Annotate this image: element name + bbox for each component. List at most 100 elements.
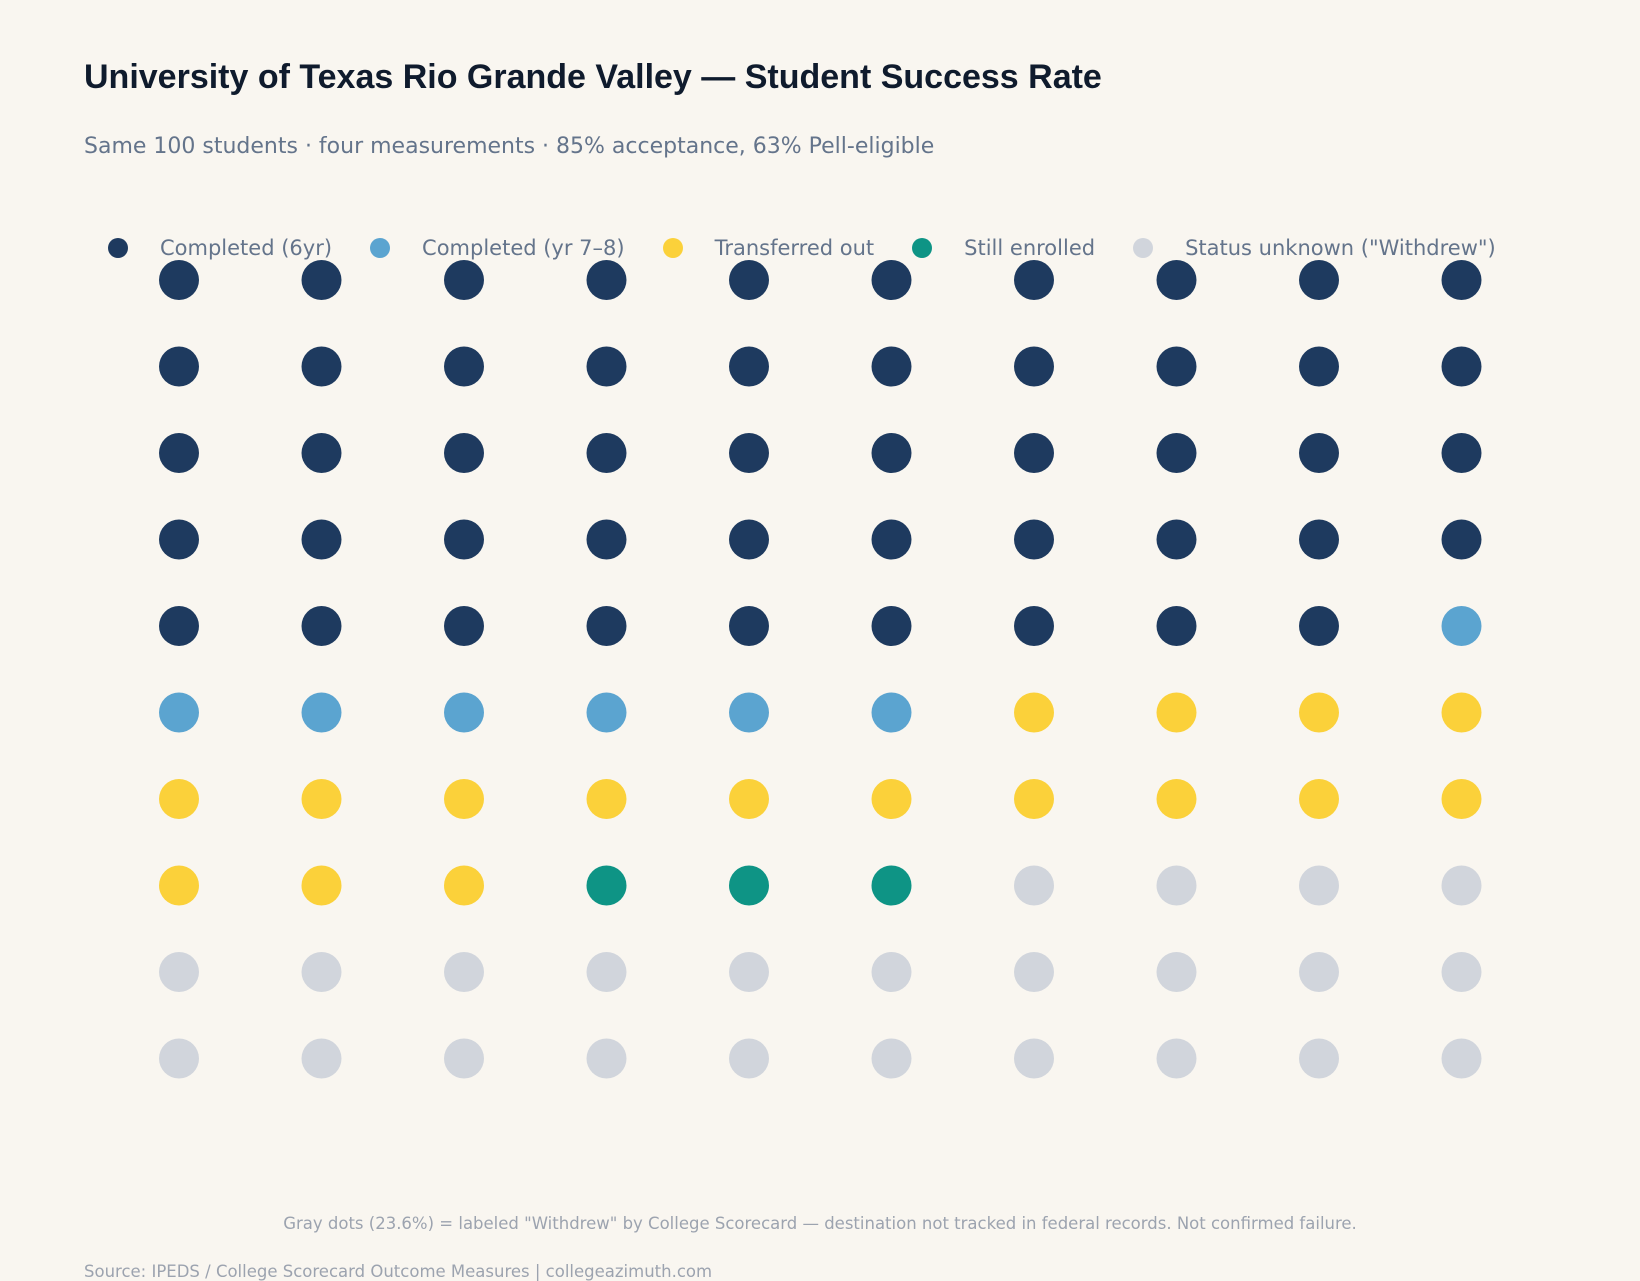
waffle-dot [729,260,769,300]
waffle-dot [1156,433,1197,473]
waffle-dot [1441,346,1482,387]
waffle-dot [586,779,627,819]
waffle-dot [1014,1038,1054,1079]
waffle-dot [159,779,199,819]
waffle-dot [1156,865,1197,906]
waffle-dot [1441,865,1482,906]
chart-subtitle: Same 100 students · four measurements · … [84,134,935,159]
waffle-dot [444,692,484,733]
waffle-dot [159,692,199,733]
waffle-dot [1014,346,1054,387]
waffle-dot [1014,260,1054,300]
waffle-dot [159,952,199,992]
waffle-dot [729,865,769,906]
waffle-dot [1156,519,1197,560]
waffle-dot [1014,865,1054,906]
waffle-dot [1156,692,1197,733]
legend-label: Transferred out [714,236,875,260]
waffle-dot [1156,1038,1197,1079]
legend-swatch [370,238,391,258]
legend-swatch [108,238,128,258]
waffle-dot [1299,1038,1339,1079]
waffle-dot [159,346,199,387]
waffle-dot [586,346,627,387]
waffle-dot [1299,865,1339,906]
waffle-dot [444,346,484,387]
waffle-dot [301,433,342,473]
waffle-dot [159,1038,199,1079]
waffle-dot [586,865,627,906]
waffle-dot [729,1038,769,1079]
source-line: Source: IPEDS / College Scorecard Outcom… [84,1262,713,1281]
legend-label: Completed (6yr) [160,236,333,260]
waffle-dot [301,519,342,560]
waffle-dot [1299,260,1339,300]
waffle-dot [444,260,484,300]
waffle-dot [444,952,484,992]
waffle-dot [729,433,769,473]
waffle-dot [1441,1038,1482,1079]
waffle-dot [871,1038,912,1079]
waffle-dot [444,779,484,819]
waffle-dot [729,346,769,387]
waffle-dot [586,519,627,560]
waffle-dot [1014,606,1054,646]
legend-item[interactable]: Transferred out [662,236,875,260]
waffle-dot [871,779,912,819]
waffle-dot [871,952,912,992]
waffle-dot [871,692,912,733]
waffle-dot [444,1038,484,1079]
waffle-dot [1156,346,1197,387]
legend-label: Completed (yr 7–8) [422,236,625,260]
waffle-dot [1441,606,1482,646]
footnote: Gray dots (23.6%) = labeled "Withdrew" b… [283,1214,1357,1233]
waffle-dot [871,260,912,300]
waffle-dot [1441,519,1482,560]
waffle-dot [1299,519,1339,560]
waffle-dot [1299,346,1339,387]
waffle-dot [729,952,769,992]
legend-item[interactable]: Completed (yr 7–8) [370,236,625,260]
waffle-dot [301,779,342,819]
legend-item[interactable]: Completed (6yr) [108,236,332,260]
waffle-dot [729,606,769,646]
waffle-dot [1299,952,1339,992]
waffle-dot [871,865,912,906]
waffle-dot [444,865,484,906]
waffle-dot [871,606,912,646]
waffle-dot [159,433,199,473]
waffle-dot [159,865,199,906]
legend-swatch [1133,238,1154,258]
waffle-chart [159,260,1482,1079]
waffle-dot [301,952,342,992]
legend-item[interactable]: Status unknown ("Withdrew") [1133,236,1496,260]
legend-swatch [912,238,933,258]
waffle-dot [1441,952,1482,992]
waffle-dot [301,346,342,387]
waffle-dot [301,865,342,906]
waffle-dot [1014,692,1054,733]
legend-label: Still enrolled [964,236,1096,260]
waffle-dot [871,346,912,387]
waffle-dot [871,433,912,473]
chart-title: University of Texas Rio Grande Valley — … [84,58,1102,96]
legend-item[interactable]: Still enrolled [912,236,1095,260]
waffle-dot [1299,606,1339,646]
waffle-dot [586,433,627,473]
waffle-dot [586,260,627,300]
waffle-dot [301,606,342,646]
waffle-dot [729,779,769,819]
waffle-dot [1299,433,1339,473]
waffle-dot [586,1038,627,1079]
waffle-dot [1156,952,1197,992]
waffle-dot [1014,519,1054,560]
waffle-dot [586,692,627,733]
waffle-dot [871,519,912,560]
waffle-dot [729,692,769,733]
waffle-dot [301,692,342,733]
waffle-dot [586,952,627,992]
waffle-dot [1014,779,1054,819]
legend-label: Status unknown ("Withdrew") [1185,236,1496,260]
waffle-dot [1156,606,1197,646]
waffle-dot [444,519,484,560]
